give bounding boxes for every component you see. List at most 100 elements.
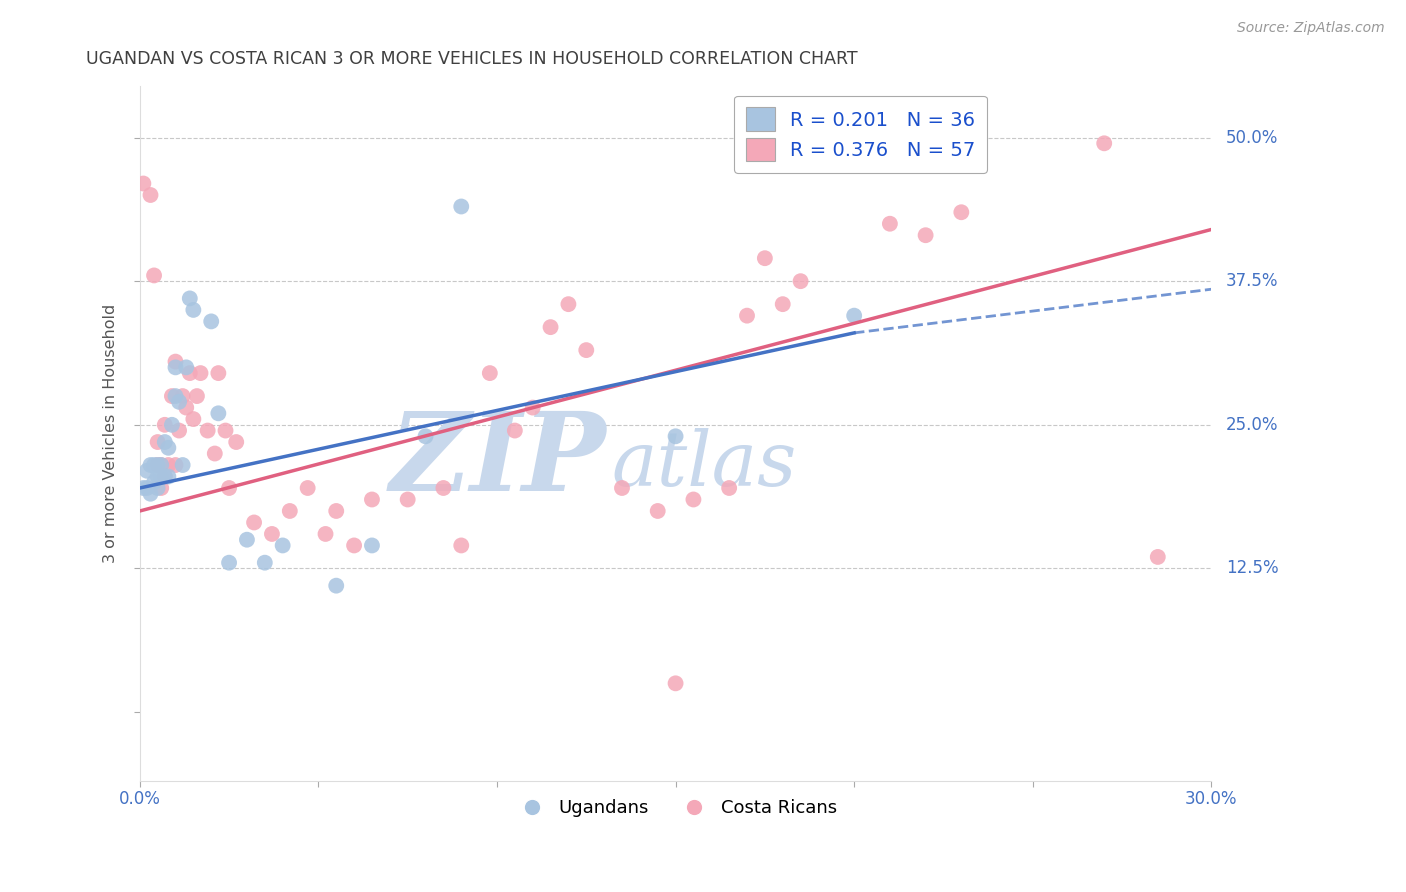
- Point: [225, 435, 247, 450]
- Text: 12.5%: 12.5%: [1226, 559, 1278, 577]
- Text: 25.0%: 25.0%: [1226, 416, 1278, 434]
- Point: [664, 429, 686, 443]
- Point: [503, 424, 526, 438]
- Point: [153, 469, 176, 483]
- Point: [575, 343, 598, 358]
- Point: [682, 492, 704, 507]
- Text: ZIP: ZIP: [389, 408, 606, 515]
- Point: [135, 464, 157, 478]
- Point: [260, 527, 283, 541]
- Point: [146, 458, 169, 472]
- Point: [153, 435, 176, 450]
- Point: [179, 292, 201, 306]
- Point: [143, 268, 166, 283]
- Point: [197, 424, 219, 438]
- Point: [186, 389, 208, 403]
- Point: [157, 469, 180, 483]
- Legend: Ugandans, Costa Ricans: Ugandans, Costa Ricans: [506, 792, 845, 824]
- Point: [153, 469, 176, 483]
- Point: [236, 533, 259, 547]
- Text: 0.0%: 0.0%: [120, 790, 160, 808]
- Point: [165, 354, 187, 368]
- Point: [361, 538, 384, 552]
- Point: [160, 417, 183, 432]
- Y-axis label: 3 or more Vehicles in Household: 3 or more Vehicles in Household: [103, 304, 118, 563]
- Point: [343, 538, 366, 552]
- Point: [165, 360, 187, 375]
- Point: [146, 458, 169, 472]
- Point: [735, 309, 758, 323]
- Point: [157, 458, 180, 472]
- Point: [160, 389, 183, 403]
- Point: [167, 394, 190, 409]
- Point: [139, 487, 162, 501]
- Point: [174, 401, 197, 415]
- Point: [132, 177, 155, 191]
- Point: [950, 205, 973, 219]
- Text: 30.0%: 30.0%: [1185, 790, 1237, 808]
- Point: [522, 401, 544, 415]
- Point: [139, 458, 162, 472]
- Point: [415, 429, 437, 443]
- Point: [278, 504, 301, 518]
- Point: [557, 297, 579, 311]
- Point: [879, 217, 901, 231]
- Point: [146, 481, 169, 495]
- Point: [150, 469, 173, 483]
- Point: [172, 458, 194, 472]
- Point: [179, 366, 201, 380]
- Point: [139, 188, 162, 202]
- Point: [150, 481, 173, 495]
- Point: [172, 389, 194, 403]
- Point: [253, 556, 276, 570]
- Text: 37.5%: 37.5%: [1226, 272, 1278, 290]
- Point: [396, 492, 419, 507]
- Point: [132, 481, 155, 495]
- Point: [271, 538, 294, 552]
- Point: [432, 481, 454, 495]
- Point: [772, 297, 794, 311]
- Point: [297, 481, 319, 495]
- Text: atlas: atlas: [612, 427, 797, 501]
- Point: [450, 199, 472, 213]
- Point: [165, 389, 187, 403]
- Point: [361, 492, 384, 507]
- Point: [174, 360, 197, 375]
- Point: [718, 481, 741, 495]
- Point: [157, 441, 180, 455]
- Point: [325, 504, 347, 518]
- Point: [167, 424, 190, 438]
- Point: [450, 538, 472, 552]
- Point: [1146, 549, 1168, 564]
- Point: [610, 481, 633, 495]
- Point: [789, 274, 811, 288]
- Point: [315, 527, 337, 541]
- Point: [165, 458, 187, 472]
- Point: [914, 228, 936, 243]
- Point: [143, 475, 166, 490]
- Point: [218, 481, 240, 495]
- Point: [478, 366, 501, 380]
- Text: Source: ZipAtlas.com: Source: ZipAtlas.com: [1237, 21, 1385, 35]
- Point: [325, 579, 347, 593]
- Point: [844, 309, 866, 323]
- Point: [647, 504, 669, 518]
- Point: [150, 458, 173, 472]
- Point: [664, 676, 686, 690]
- Point: [540, 320, 562, 334]
- Point: [146, 469, 169, 483]
- Point: [1092, 136, 1115, 151]
- Point: [204, 446, 226, 460]
- Point: [135, 481, 157, 495]
- Point: [153, 417, 176, 432]
- Point: [146, 435, 169, 450]
- Text: 50.0%: 50.0%: [1226, 128, 1278, 146]
- Point: [207, 366, 229, 380]
- Point: [150, 458, 173, 472]
- Point: [243, 516, 266, 530]
- Point: [214, 424, 236, 438]
- Text: UGANDAN VS COSTA RICAN 3 OR MORE VEHICLES IN HOUSEHOLD CORRELATION CHART: UGANDAN VS COSTA RICAN 3 OR MORE VEHICLE…: [86, 51, 858, 69]
- Point: [190, 366, 212, 380]
- Point: [218, 556, 240, 570]
- Point: [143, 458, 166, 472]
